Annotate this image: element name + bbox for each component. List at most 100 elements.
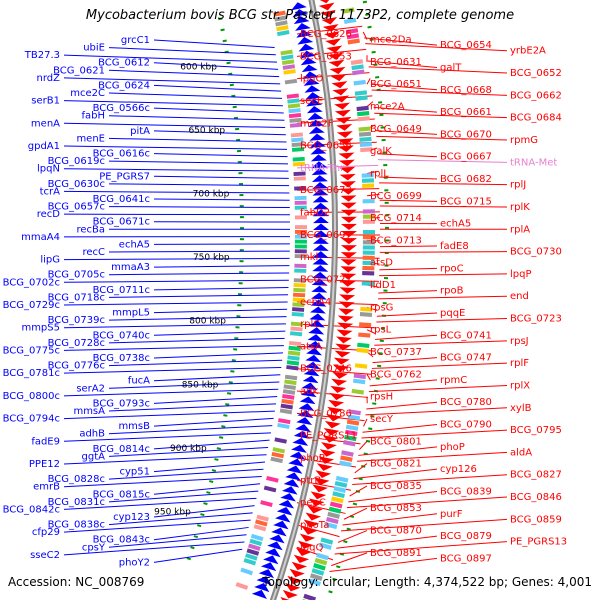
feature-block	[347, 414, 361, 421]
feature-block	[278, 418, 291, 425]
feature-block	[281, 398, 294, 405]
reverse-leader-line	[108, 534, 247, 548]
forward-leader-line	[369, 379, 438, 387]
forward-leader-line	[296, 164, 379, 169]
reverse-gene-arrow	[303, 78, 320, 86]
feature-block	[277, 422, 290, 429]
feature-block	[281, 59, 295, 66]
forward-gene-label: pqqE	[440, 308, 465, 319]
tick-label: 800 kbp	[189, 317, 226, 327]
feature-block	[245, 553, 258, 561]
forward-gene-arrow	[305, 512, 321, 521]
reverse-gene-label: fucA	[128, 376, 150, 387]
forward-gene-label: galK	[370, 146, 392, 157]
feature-block	[291, 137, 304, 143]
gene-arrows	[251, 0, 357, 600]
reverse-leader-line	[108, 272, 290, 276]
reverse-gene-arrow	[299, 50, 316, 59]
feature-block	[256, 514, 269, 522]
reverse-gene-label: recD	[37, 209, 61, 220]
forward-gene-arrow	[340, 252, 357, 259]
forward-gene-label: BCG_0853	[370, 503, 422, 514]
forward-leader-line	[366, 329, 376, 335]
reverse-gene-arrow	[311, 285, 328, 293]
forward-leader-line	[372, 357, 438, 364]
reverse-gene-arrow	[310, 292, 327, 300]
feature-block	[362, 219, 375, 224]
feature-block	[246, 548, 260, 556]
feature-block	[357, 110, 370, 117]
reverse-gene-arrow	[295, 423, 311, 432]
forward-gene-arrow	[321, 442, 337, 450]
feature-block	[313, 563, 326, 571]
forward-gene-arrow	[327, 52, 344, 60]
reverse-gene-label: TB27.3	[24, 50, 60, 61]
rna-gene-label: tRNA-Thr	[300, 163, 345, 174]
feature-block	[288, 345, 301, 351]
forward-gene-arrow	[315, 470, 332, 479]
feature-block	[352, 378, 366, 385]
reverse-leader-line	[153, 130, 286, 136]
feature-block	[294, 244, 307, 249]
forward-gene-arrow	[335, 343, 352, 351]
reverse-gene-arrow	[309, 313, 326, 321]
reverse-leader-line	[108, 115, 285, 121]
forward-gene-arrow	[334, 350, 351, 358]
feature-block	[294, 205, 307, 210]
feature-block	[359, 322, 372, 328]
forward-gene-arrow	[338, 301, 355, 308]
tick-dot	[373, 63, 378, 67]
forward-gene-arrow	[321, 16, 338, 25]
feature-block	[294, 234, 307, 239]
forward-leader-line	[376, 312, 438, 317]
forward-leader-line	[342, 513, 438, 526]
feature-block	[294, 230, 307, 234]
reverse-leader-line	[63, 345, 284, 351]
reverse-gene-label: adhB	[79, 429, 105, 440]
reverse-gene-arrow	[307, 112, 324, 121]
forward-leader-line	[379, 273, 508, 277]
feature-block	[355, 95, 368, 101]
forward-gene-label: BCG_0651	[370, 79, 422, 90]
forward-leader-line	[376, 135, 508, 141]
reverse-gene-arrow	[306, 105, 323, 114]
reverse-leader-line	[153, 374, 281, 382]
feature-block	[353, 79, 366, 86]
feature-block	[358, 131, 372, 137]
forward-gene-arrow	[334, 109, 351, 117]
forward-gene-label: BCG_0723	[510, 314, 562, 325]
forward-leader-line	[343, 507, 368, 520]
forward-gene-label: BCG_0821	[370, 459, 422, 470]
reverse-gene-arrow	[275, 513, 291, 523]
feature-block	[340, 455, 353, 462]
reverse-leader-line	[108, 137, 287, 143]
tick-dot	[369, 38, 374, 41]
forward-gene-arrow	[297, 540, 314, 549]
feature-block	[250, 533, 264, 542]
feature-block	[348, 409, 361, 416]
feature-block	[357, 342, 370, 349]
forward-gene-label: BCG_0654	[440, 40, 492, 51]
tick-label: 650 kbp	[188, 126, 225, 136]
forward-gene-label: echA5	[440, 219, 471, 230]
feature-block	[273, 10, 286, 17]
feature-block	[351, 388, 364, 395]
feature-block	[319, 542, 332, 550]
forward-gene-label: xylB	[510, 403, 532, 414]
feature-block	[290, 132, 304, 138]
forward-leader-line	[374, 334, 438, 340]
feature-block	[353, 373, 367, 380]
reverse-leader-line	[63, 410, 275, 420]
reverse-leader-line	[63, 257, 290, 261]
reverse-gene-arrow	[304, 85, 321, 93]
feature-block	[360, 152, 373, 158]
forward-gene-label: BCG_0741	[440, 330, 492, 341]
feature-block	[291, 147, 305, 152]
forward-gene-arrow	[301, 526, 318, 535]
feature-block	[354, 363, 368, 369]
reverse-gene-label: emrB	[33, 482, 60, 493]
forward-gene-arrow	[328, 59, 345, 68]
feature-block	[324, 522, 338, 530]
reverse-leader-line	[153, 461, 266, 473]
reverse-gene-arrow	[309, 140, 326, 148]
